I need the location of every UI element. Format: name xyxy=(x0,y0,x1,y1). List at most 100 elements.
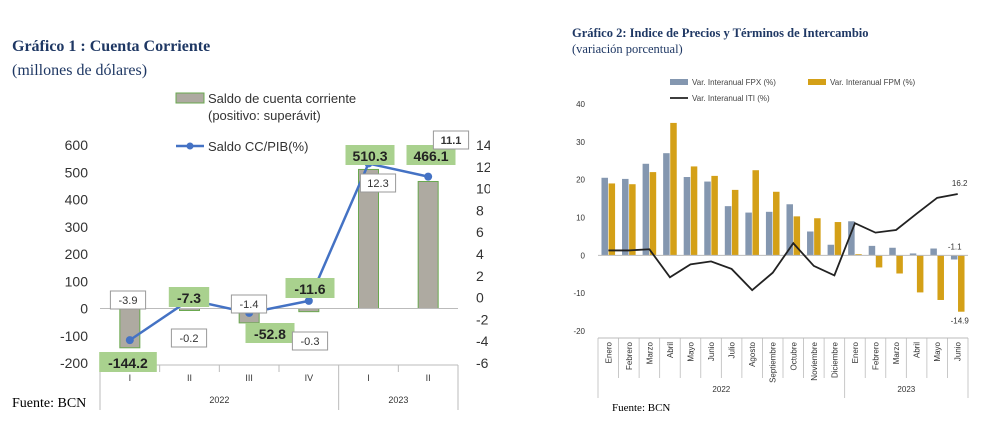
bar-fpm xyxy=(629,184,636,256)
category-label: Abril xyxy=(913,342,922,358)
category-label: Noviembre xyxy=(810,341,819,380)
bar-fpm xyxy=(937,255,944,300)
chart-2-panel: Gráfico 2: Indice de Precios y Términos … xyxy=(540,0,1007,447)
category-label: II xyxy=(426,373,431,383)
legend-bar-label: Saldo de cuenta corriente xyxy=(208,91,356,106)
bar-data-label: -52.8 xyxy=(254,326,286,342)
category-label: Marzo xyxy=(645,341,654,364)
bar-fpx xyxy=(663,153,670,256)
series-line-iti xyxy=(608,193,958,292)
bar-fpm xyxy=(834,222,842,256)
y-tick-label: 200 xyxy=(65,246,89,262)
bar-fpx xyxy=(868,245,876,256)
y-tick-label: 0 xyxy=(581,251,586,260)
bar-label-bg xyxy=(168,287,210,307)
y-tick-label: 20 xyxy=(576,176,585,185)
y-tick-label: 600 xyxy=(65,137,89,153)
y-tick-label: -20 xyxy=(573,327,585,336)
bar-fpx xyxy=(930,248,937,256)
chart-1-source: Fuente: BCN xyxy=(12,396,87,411)
line-point xyxy=(125,336,134,345)
y2-tick-label: 14 xyxy=(476,137,490,153)
bar-fpm xyxy=(896,255,903,274)
y2-tick-label: 10 xyxy=(476,181,490,197)
bar-data-label: -7.3 xyxy=(177,290,201,306)
legend-line-marker xyxy=(186,142,194,150)
group-label: 2023 xyxy=(388,395,408,405)
chart-1-subtitle: (millones de dólares) xyxy=(12,62,148,79)
line-label-bg xyxy=(291,331,329,351)
bar-fpx xyxy=(848,221,855,256)
bar-fpm xyxy=(875,255,883,268)
y2-tick-label: 4 xyxy=(476,246,484,262)
category-label: Mayo xyxy=(687,341,696,361)
bar-label-bg xyxy=(99,352,157,372)
bar-fpm xyxy=(793,216,801,256)
y2-tick-label: 0 xyxy=(476,290,484,306)
category-label: Enero xyxy=(604,341,613,363)
bar-data-label: 466.1 xyxy=(413,148,448,164)
bar-fpx xyxy=(745,212,752,256)
line-point xyxy=(424,172,433,181)
line-data-label: -0.2 xyxy=(180,333,199,345)
y2-tick-label: 8 xyxy=(476,202,484,218)
annotation-label: 16.2 xyxy=(952,179,968,188)
line-data-label: -0.3 xyxy=(301,336,320,348)
y-tick-label: 100 xyxy=(65,273,89,289)
bar-label-bg xyxy=(345,145,395,165)
bar-label-bg xyxy=(285,278,335,298)
category-label: IV xyxy=(305,373,314,383)
category-label: Julio xyxy=(728,341,737,358)
chart-2-plot: Var. Interanual FPX (%) Var. Interanual F… xyxy=(573,78,969,398)
y-tick-label: -100 xyxy=(60,328,88,344)
bar-fpx xyxy=(601,177,608,256)
chart-1-title: Gráfico 1 : Cuenta Corriente xyxy=(12,38,211,55)
y2-tick-label: -4 xyxy=(476,333,489,349)
bar-fpm xyxy=(690,166,698,256)
legend-iti-label: Var. Interanual ITI (%) xyxy=(692,94,770,103)
line-label-bg xyxy=(170,328,208,348)
category-label: III xyxy=(245,373,253,383)
bar-fpx xyxy=(704,181,711,256)
bar-fpx xyxy=(827,244,835,256)
bar-fpx xyxy=(786,204,793,256)
category-label: Mayo xyxy=(933,341,942,361)
y2-tick-label: 2 xyxy=(476,268,484,284)
category-label: Febrero xyxy=(625,341,634,370)
bar-fpm xyxy=(773,191,780,256)
category-label: Septiembre xyxy=(769,341,778,382)
category-label: Junio xyxy=(954,341,963,361)
bar-fpx xyxy=(889,247,896,256)
line-label-bg xyxy=(432,130,470,150)
group-label: 2022 xyxy=(209,395,229,405)
bar-fpx xyxy=(950,255,958,260)
line-data-label: -1.4 xyxy=(240,299,259,311)
group-label: 2022 xyxy=(712,385,730,394)
y-tick-label: 400 xyxy=(65,192,89,208)
bar-fpx xyxy=(909,253,917,256)
line-data-label: 11.1 xyxy=(441,135,462,147)
legend-fpm-swatch xyxy=(808,79,826,85)
bar-fpm xyxy=(711,175,718,256)
bar-fpx xyxy=(765,211,773,256)
category-label: Enero xyxy=(851,341,860,363)
bar-label-bg xyxy=(406,145,456,165)
legend-bar-swatch xyxy=(175,92,205,104)
bar-fpm xyxy=(958,255,965,312)
category-label: Febrero xyxy=(872,341,881,370)
chart-1-panel: Gráfico 1 : Cuenta Corriente (millones d… xyxy=(0,0,490,447)
bar-fpm xyxy=(649,172,657,256)
bar-fpm xyxy=(855,254,862,256)
category-label: I xyxy=(129,373,132,383)
bar-fpx xyxy=(642,163,650,256)
category-label: II xyxy=(187,373,192,383)
y2-tick-label: -2 xyxy=(476,311,489,327)
category-label: Diciembre xyxy=(830,341,839,378)
legend-bar-label-2: (positivo: superávit) xyxy=(208,108,321,123)
y-tick-label: 40 xyxy=(576,100,585,109)
bar-fpm xyxy=(608,183,616,256)
bar-fpx xyxy=(622,178,629,256)
bar-label-bg xyxy=(245,323,295,343)
y2-tick-label: -6 xyxy=(476,355,489,371)
bar-fpm xyxy=(731,189,739,256)
